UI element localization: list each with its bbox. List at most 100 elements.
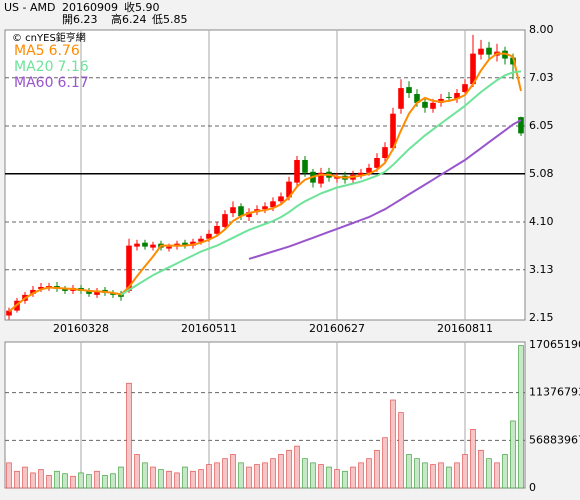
candle-body: [510, 57, 516, 65]
candle-body: [30, 289, 36, 294]
candle-body: [150, 244, 156, 248]
y-tick-label: 3.13: [529, 263, 554, 276]
volume-bar: [54, 470, 60, 489]
volume-bar: [510, 420, 516, 489]
candle-body: [286, 181, 292, 198]
candle-body: [238, 206, 244, 217]
candle-body: [398, 88, 404, 109]
candle-body: [62, 288, 68, 291]
volume-bar: [350, 466, 356, 489]
x-tick-label: 20160511: [181, 322, 237, 335]
volume-bar: [214, 462, 220, 489]
legend-name: MA5: [14, 43, 45, 59]
candle-body: [246, 212, 252, 218]
volume-bar: [126, 382, 132, 489]
candle-body: [486, 47, 492, 55]
volume-bar: [86, 474, 92, 489]
volume-bar: [414, 458, 420, 489]
volume-bar: [462, 454, 468, 489]
legend-value: 6.17: [57, 75, 88, 91]
y-tick-label: 5.08: [529, 167, 554, 180]
volume-bar: [6, 462, 12, 489]
y-tick-label: 0: [529, 481, 536, 494]
candle-body: [206, 233, 212, 239]
volume-bar: [102, 475, 108, 489]
volume-bar: [470, 428, 476, 489]
candle-body: [478, 48, 484, 55]
y-tick-label: 2.15: [529, 311, 554, 324]
volume-bar: [358, 462, 364, 489]
y-tick-label: 56883967: [529, 433, 580, 446]
price-panel: [4, 29, 526, 321]
legend-value: 7.16: [57, 59, 88, 75]
volume-bar: [486, 458, 492, 489]
candle-body: [182, 242, 188, 246]
volume-bar: [230, 454, 236, 489]
candle-body: [382, 147, 388, 158]
volume-bar: [518, 345, 524, 489]
x-tick-label: 20160811: [437, 322, 493, 335]
volume-bar: [70, 475, 76, 489]
candle-body: [462, 84, 468, 93]
y-tick-label: 113767933: [529, 386, 580, 399]
volume-bar: [390, 399, 396, 489]
volume-bar: [398, 412, 404, 489]
ma-line: [120, 70, 522, 296]
candle-body: [414, 94, 420, 103]
volume-bar: [502, 454, 508, 489]
volume-bar: [246, 466, 252, 489]
low-price: 低5.85: [152, 13, 188, 26]
volume-bar: [182, 466, 188, 489]
candle-body: [38, 286, 44, 289]
candle-body: [86, 290, 92, 294]
volume-bar: [190, 470, 196, 489]
volume-bar: [134, 454, 140, 489]
volume-bar: [142, 462, 148, 489]
candle-body: [366, 167, 372, 173]
volume-bar: [198, 469, 204, 489]
candle-body: [302, 159, 308, 173]
volume-bar: [62, 473, 68, 489]
volume-bar: [110, 473, 116, 489]
legend-entry: MA5 6.76: [14, 43, 80, 59]
volume-bar: [254, 464, 260, 489]
volume-bar: [222, 458, 228, 489]
candle-body: [126, 245, 132, 291]
volume-bar: [78, 472, 84, 489]
candle-body: [6, 310, 12, 316]
volume-bar: [22, 466, 28, 489]
volume-bar: [278, 454, 284, 489]
volume-bar: [150, 466, 156, 489]
volume-bar: [406, 454, 412, 489]
candle-body: [446, 96, 452, 98]
candle-body: [166, 246, 172, 249]
x-tick-label: 20160328: [53, 322, 109, 335]
candle-body: [470, 53, 476, 85]
open-price: 開6.23: [62, 13, 98, 26]
volume-bar: [270, 458, 276, 489]
ma-line: [248, 119, 522, 260]
candle-body: [278, 196, 284, 202]
volume-bar: [118, 466, 124, 489]
y-tick-label: 4.10: [529, 215, 554, 228]
candle-body: [294, 159, 300, 183]
candle-body: [374, 158, 380, 168]
y-tick-label: 8.00: [529, 23, 554, 36]
high-price: 高6.24: [111, 12, 147, 26]
volume-bar: [302, 458, 308, 489]
candle-body: [430, 102, 436, 109]
candle-body: [270, 201, 276, 208]
legend-name: MA60: [14, 75, 53, 91]
volume-bar: [438, 462, 444, 489]
candle-body: [262, 206, 268, 210]
close-price: 收5.90: [124, 0, 160, 14]
volume-bar: [238, 462, 244, 489]
volume-bar: [446, 466, 452, 489]
y-tick-label: 170651900: [529, 338, 580, 351]
legend-value: 6.76: [49, 43, 80, 59]
candle-body: [518, 117, 524, 134]
legend-entry: MA60 6.17: [14, 75, 89, 91]
volume-bar: [294, 445, 300, 489]
volume-bar: [30, 472, 36, 489]
